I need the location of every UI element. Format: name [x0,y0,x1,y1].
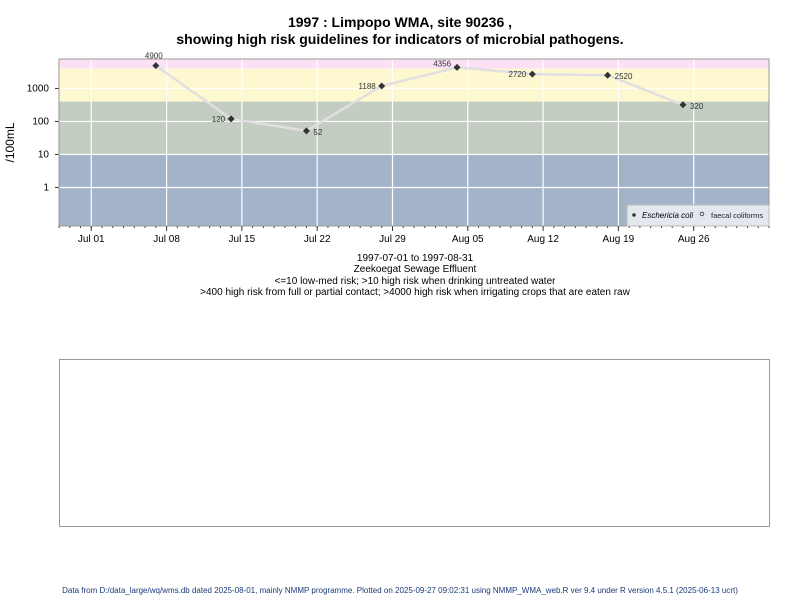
data-point [528,70,536,78]
data-point [302,127,310,135]
data-point [604,71,612,79]
plot-border [58,58,770,227]
data-label: 2720 [509,70,527,79]
empty-panel [59,359,770,527]
data-label: 4900 [145,52,163,61]
data-label: 120 [212,115,226,124]
x-tick-label: Jul 15 [229,234,256,245]
legend-marker-filled [632,213,636,217]
x-tick-label: Jul 08 [153,234,180,245]
data-point [227,115,235,123]
legend-marker-open [699,211,705,217]
data-point [679,101,687,109]
x-tick-label: Aug 19 [603,234,635,245]
data-label: 2520 [615,72,633,81]
site-name: Zeekoegat Sewage Effluent [353,264,477,275]
x-tick-label: Jul 01 [78,234,105,245]
footer: Data from D:/data_large/wq/wms.db dated … [62,586,738,595]
legend-box [626,204,770,227]
x-tick-label: Aug 26 [678,234,710,245]
risk-band-1 [59,68,769,102]
chart-title-line2: showing high risk guidelines for indicat… [176,31,624,47]
y-tick-label: 100 [32,116,49,127]
data-label: 1188 [359,82,377,91]
x-tick-label: Aug 05 [452,234,484,245]
legend-label: faecal coliforms [711,211,763,220]
series-line [155,64,684,133]
guideline-2: >400 high risk from full or partial cont… [200,287,630,298]
y-tick-label: 10 [38,149,50,160]
y-tick-label: 1000 [27,83,50,94]
data-point [378,82,386,90]
risk-band-0 [59,59,769,69]
data-label: 52 [313,128,322,137]
data-point [453,63,461,71]
guideline-1: <=10 low-med risk; >10 high risk when dr… [274,276,556,287]
date-range: 1997-07-01 to 1997-08-31 [356,253,474,264]
chart: 1 10 100 1000 Jul 01 Jul 08 Jul 15 Jul 22 Jul 29… [3,52,770,245]
data-point [152,62,160,70]
y-axis-label: /100mL [3,122,17,162]
x-tick-label: Aug 12 [527,234,559,245]
risk-band-2 [59,101,769,155]
legend-label: Eschericia coli [642,211,693,220]
x-tick-label: Jul 29 [379,234,406,245]
y-tick-label: 1 [43,182,49,193]
x-tick-label: Jul 22 [304,234,331,245]
data-label: 320 [690,102,704,111]
data-label: 4356 [433,59,451,68]
chart-title-line1: 1997 : Limpopo WMA, site 90236 , [287,14,513,30]
